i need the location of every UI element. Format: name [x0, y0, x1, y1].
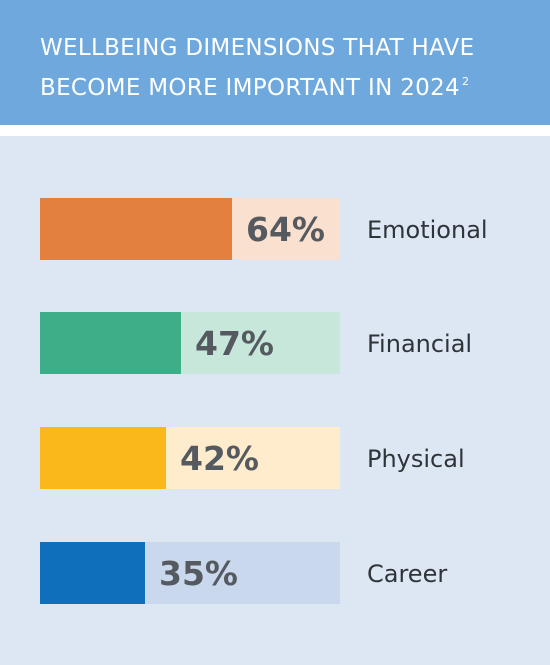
- data-label-financial: 47%: [195, 324, 274, 363]
- chart-title-line-2: BECOME MORE IMPORTANT IN 2024 2: [40, 65, 530, 105]
- chart-title: WELLBEING DIMENSIONS THAT HAVE BECOME MO…: [40, 32, 530, 105]
- chart-title-line-1: WELLBEING DIMENSIONS THAT HAVE: [40, 35, 475, 61]
- chart-header: WELLBEING DIMENSIONS THAT HAVE BECOME MO…: [0, 0, 550, 125]
- bar-physical: [40, 427, 166, 489]
- data-label-career: 35%: [159, 554, 238, 593]
- footnote-marker: 2: [461, 75, 470, 88]
- bar-financial: [40, 312, 181, 374]
- category-label-financial: Financial: [367, 330, 472, 358]
- data-label-emotional: 64%: [246, 210, 325, 249]
- data-label-physical: 42%: [180, 439, 259, 478]
- category-label-physical: Physical: [367, 445, 465, 473]
- category-label-career: Career: [367, 560, 447, 588]
- category-label-emotional: Emotional: [367, 216, 488, 244]
- chart-panel: 64% Emotional 47% Financial 42% Physical 35% Ca…: [0, 136, 550, 665]
- bar-emotional: [40, 198, 232, 260]
- chart-title-line-2-text: BECOME MORE IMPORTANT IN 2024: [40, 75, 460, 101]
- bar-chart: 64% Emotional 47% Financial 42% Physical 35% Ca…: [40, 198, 488, 604]
- bar-career: [40, 542, 145, 604]
